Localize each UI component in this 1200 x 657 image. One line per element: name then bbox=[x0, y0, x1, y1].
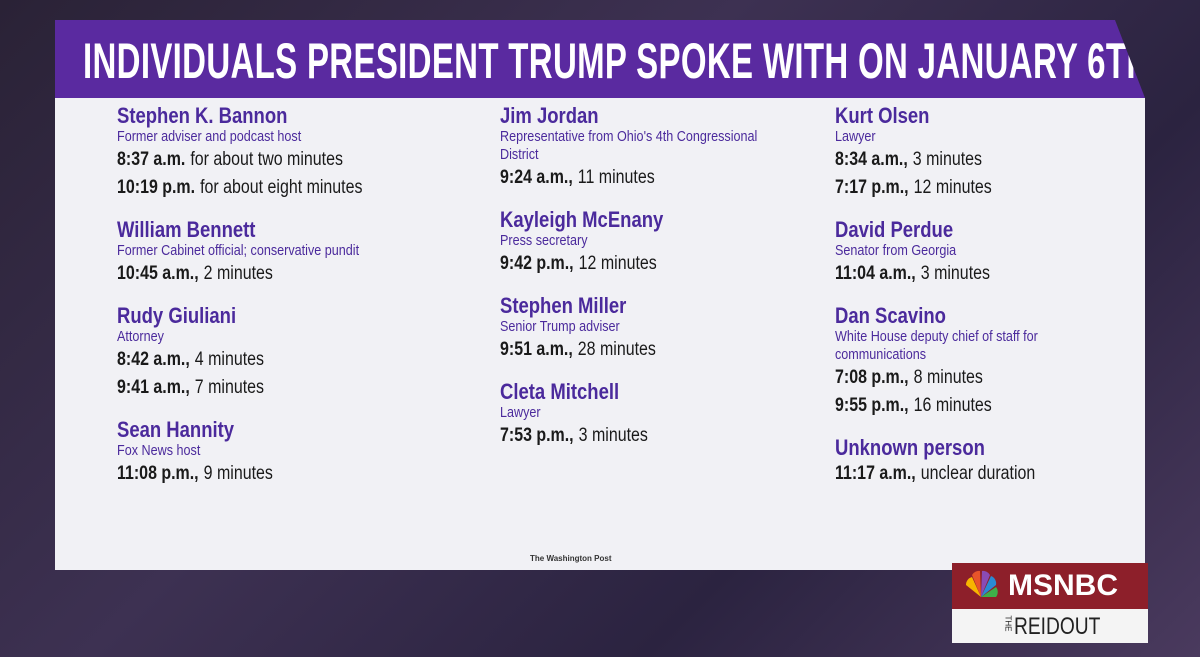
call: 11:04 a.m., 3 minutes bbox=[835, 260, 1171, 288]
call-time: 11:04 a.m., bbox=[835, 263, 916, 284]
person-entry: Dan Scavino White House deputy chief of s… bbox=[835, 304, 1171, 420]
call-duration: unclear duration bbox=[920, 463, 1036, 484]
person-name: David Perdue bbox=[835, 217, 954, 242]
call-time: 7:53 p.m., bbox=[500, 425, 574, 446]
person-role: White House deputy chief of staff for co… bbox=[835, 328, 1038, 363]
source: The Washington Post bbox=[530, 554, 612, 563]
person-entry: Cleta Mitchell Lawyer 7:53 p.m., 3 minutes bbox=[500, 380, 836, 450]
panel: The Washington Post Stephen K. Bannon For… bbox=[55, 98, 1145, 570]
person-entry: Sean Hannity Fox News host 11:08 p.m., 9 mi… bbox=[117, 418, 453, 488]
call: 10:19 p.m. for about eight minutes bbox=[117, 174, 453, 202]
call: 7:53 p.m., 3 minutes bbox=[500, 422, 836, 450]
peacock-icon bbox=[965, 570, 998, 597]
call-time: 9:51 a.m., bbox=[500, 339, 573, 360]
call-duration: 7 minutes bbox=[194, 377, 264, 398]
person-name: Jim Jordan bbox=[500, 103, 599, 128]
person-entry: David Perdue Senator from Georgia 11:04 a.… bbox=[835, 218, 1171, 288]
call-time: 9:42 p.m., bbox=[500, 253, 574, 274]
call: 9:55 p.m., 16 minutes bbox=[835, 392, 1171, 420]
person-role: Former Cabinet official; conservative pu… bbox=[117, 242, 360, 259]
person-role: Lawyer bbox=[835, 128, 876, 145]
call: 11:08 p.m., 9 minutes bbox=[117, 460, 453, 488]
call-time: 9:24 a.m., bbox=[500, 167, 573, 188]
call-duration: 12 minutes bbox=[913, 177, 992, 198]
person-role: Representative from Ohio's 4th Congressi… bbox=[500, 128, 758, 163]
logo: MSNBC THE REIDOUT bbox=[952, 563, 1148, 643]
network-name: MSNBC bbox=[1008, 569, 1118, 602]
call-duration: 3 minutes bbox=[920, 263, 990, 284]
title-bar: INDIVIDUALS PRESIDENT TRUMP SPOKE WITH O… bbox=[55, 20, 1145, 98]
call-time: 7:08 p.m., bbox=[835, 367, 909, 388]
call-time: 8:34 a.m., bbox=[835, 149, 908, 170]
person-role: Attorney bbox=[117, 328, 164, 345]
title: INDIVIDUALS PRESIDENT TRUMP SPOKE WITH O… bbox=[83, 33, 1151, 89]
call-time: 11:17 a.m., bbox=[835, 463, 916, 484]
person-name: Kayleigh McEnany bbox=[500, 207, 664, 232]
call-time: 7:17 p.m., bbox=[835, 177, 909, 198]
call-time: 10:19 p.m. bbox=[117, 177, 196, 198]
show-prefix: THE bbox=[1003, 615, 1013, 632]
call: 8:34 a.m., 3 minutes bbox=[835, 146, 1171, 174]
call-duration: 3 minutes bbox=[578, 425, 648, 446]
show-name: REIDOUT bbox=[1014, 613, 1101, 640]
person-name: Cleta Mitchell bbox=[500, 379, 620, 404]
call-time: 8:37 a.m. bbox=[117, 149, 186, 170]
call: 11:17 a.m., unclear duration bbox=[835, 460, 1171, 488]
person-name: Stephen Miller bbox=[500, 293, 627, 318]
call: 7:17 p.m., 12 minutes bbox=[835, 174, 1171, 202]
call: 8:42 a.m., 4 minutes bbox=[117, 346, 453, 374]
call: 7:08 p.m., 8 minutes bbox=[835, 364, 1171, 392]
person-entry: Unknown person 11:17 a.m., unclear duratio… bbox=[835, 436, 1171, 488]
network-logo: MSNBC bbox=[952, 563, 1148, 609]
call-duration: 11 minutes bbox=[577, 167, 655, 188]
person-name: Rudy Giuliani bbox=[117, 303, 237, 328]
call: 9:24 a.m., 11 minutes bbox=[500, 164, 836, 192]
column: Kurt Olsen Lawyer 8:34 a.m., 3 minutes 7:17 … bbox=[835, 104, 1171, 504]
person-entry: Stephen Miller Senior Trump adviser 9:51 a… bbox=[500, 294, 836, 364]
person-name: William Bennett bbox=[117, 217, 256, 242]
column: Stephen K. Bannon Former adviser and podc… bbox=[117, 104, 453, 504]
call-duration: 8 minutes bbox=[913, 367, 983, 388]
call: 9:41 a.m., 7 minutes bbox=[117, 374, 453, 402]
call: 9:51 a.m., 28 minutes bbox=[500, 336, 836, 364]
person-role: Senator from Georgia bbox=[835, 242, 957, 259]
person-entry: William Bennett Former Cabinet official; … bbox=[117, 218, 453, 288]
person-name: Dan Scavino bbox=[835, 303, 946, 328]
person-role: Lawyer bbox=[500, 404, 541, 421]
call: 9:42 p.m., 12 minutes bbox=[500, 250, 836, 278]
call-time: 11:08 p.m., bbox=[117, 463, 199, 484]
show-logo: THE REIDOUT bbox=[952, 609, 1148, 643]
call-duration: for about two minutes bbox=[190, 149, 343, 170]
person-entry: Kurt Olsen Lawyer 8:34 a.m., 3 minutes 7:17 … bbox=[835, 104, 1171, 202]
call: 10:45 a.m., 2 minutes bbox=[117, 260, 453, 288]
call-duration: 9 minutes bbox=[203, 463, 273, 484]
person-name: Unknown person bbox=[835, 435, 985, 460]
person-entry: Jim Jordan Representative from Ohio's 4th… bbox=[500, 104, 836, 192]
call-duration: 12 minutes bbox=[578, 253, 657, 274]
call-time: 10:45 a.m., bbox=[117, 263, 199, 284]
person-role: Senior Trump adviser bbox=[500, 318, 620, 335]
call-time: 9:41 a.m., bbox=[117, 377, 190, 398]
person-name: Kurt Olsen bbox=[835, 103, 930, 128]
call-duration: 2 minutes bbox=[203, 263, 273, 284]
person-role: Former adviser and podcast host bbox=[117, 128, 302, 145]
person-role: Fox News host bbox=[117, 442, 201, 459]
call-duration: for about eight minutes bbox=[200, 177, 363, 198]
call-time: 8:42 a.m., bbox=[117, 349, 190, 370]
person-role: Press secretary bbox=[500, 232, 588, 249]
person-entry: Kayleigh McEnany Press secretary 9:42 p.m.… bbox=[500, 208, 836, 278]
column: Jim Jordan Representative from Ohio's 4th… bbox=[500, 104, 836, 466]
call-duration: 16 minutes bbox=[913, 395, 992, 416]
call-duration: 4 minutes bbox=[194, 349, 264, 370]
call: 8:37 a.m. for about two minutes bbox=[117, 146, 453, 174]
person-entry: Stephen K. Bannon Former adviser and podc… bbox=[117, 104, 453, 202]
person-entry: Rudy Giuliani Attorney 8:42 a.m., 4 minutes… bbox=[117, 304, 453, 402]
call-time: 9:55 p.m., bbox=[835, 395, 909, 416]
call-duration: 3 minutes bbox=[912, 149, 982, 170]
call-duration: 28 minutes bbox=[577, 339, 656, 360]
person-name: Stephen K. Bannon bbox=[117, 103, 288, 128]
person-name: Sean Hannity bbox=[117, 417, 235, 442]
